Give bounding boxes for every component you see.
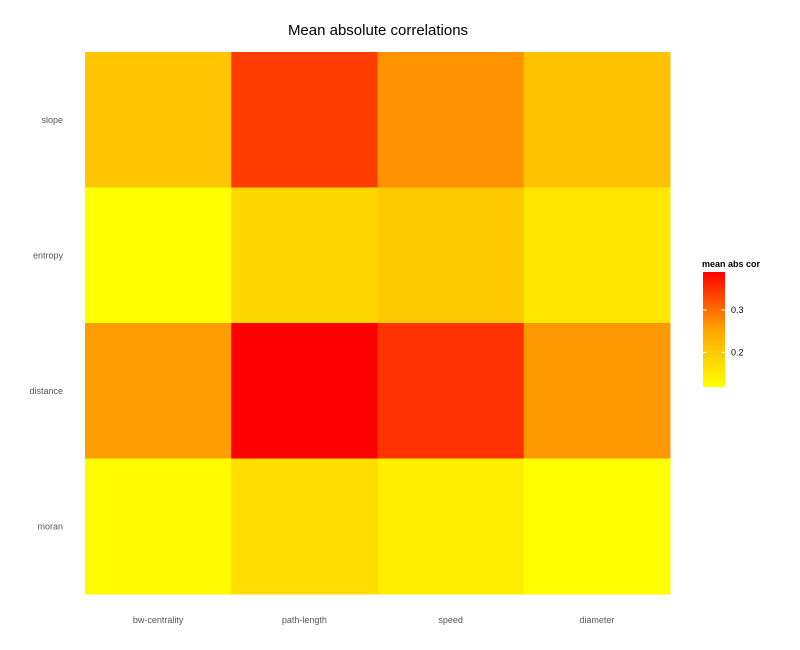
heatmap-cell-slope-path-length <box>231 52 378 188</box>
x-tick-label-path-length: path-length <box>282 615 327 625</box>
heatmap-cell-moran-diameter <box>523 458 671 595</box>
heatmap-cell-distance-diameter <box>523 323 671 459</box>
heatmap-cell-moran-path-length <box>231 458 378 595</box>
heatmap-cell-distance-path-length <box>231 323 378 459</box>
color-legend: mean abs cor 0.2 0.3 <box>702 259 761 387</box>
y-tick-label-slope: slope <box>41 115 63 125</box>
chart-title: Mean absolute correlations <box>288 22 468 39</box>
heatmap-cell-entropy-diameter <box>523 187 671 324</box>
heatmap-cell-distance-bw-centrality <box>85 323 232 459</box>
x-tick-label-diameter: diameter <box>579 615 614 625</box>
heatmap-cell-entropy-speed <box>377 187 525 324</box>
legend-tick-label-0.2: 0.2 <box>731 347 744 357</box>
legend-title: mean abs cor <box>702 259 761 269</box>
heatmap-cells <box>85 52 671 595</box>
heatmap-cell-moran-speed <box>377 458 525 595</box>
legend-color-bar <box>703 272 725 387</box>
heatmap-cell-entropy-path-length <box>231 187 378 324</box>
heatmap-cell-moran-bw-centrality <box>85 458 232 595</box>
heatmap-cell-slope-diameter <box>523 52 671 188</box>
heatmap-cell-entropy-bw-centrality <box>85 187 232 324</box>
x-axis-ticks: bw-centrality path-length speed diameter <box>133 615 615 625</box>
heatmap-cell-slope-speed <box>377 52 525 188</box>
y-tick-label-distance: distance <box>29 386 63 396</box>
y-tick-label-moran: moran <box>37 521 63 531</box>
legend-ticks: 0.2 0.3 <box>703 305 744 357</box>
y-axis-ticks: slope entropy distance moran <box>29 115 63 532</box>
legend-tick-label-0.3: 0.3 <box>731 305 744 315</box>
y-tick-label-entropy: entropy <box>33 250 64 260</box>
heatmap-cell-distance-speed <box>377 323 525 459</box>
x-tick-label-speed: speed <box>438 615 463 625</box>
x-tick-label-bw-centrality: bw-centrality <box>133 615 184 625</box>
heatmap-cell-slope-bw-centrality <box>85 52 232 188</box>
